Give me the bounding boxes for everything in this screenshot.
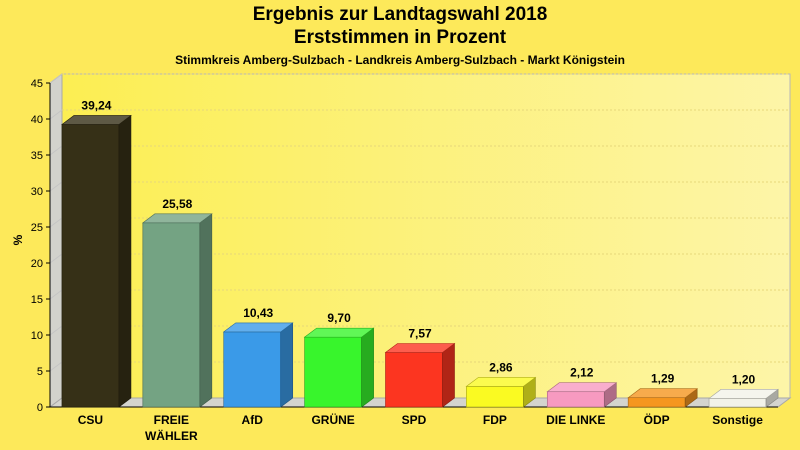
bar bbox=[304, 336, 362, 408]
gridline-side bbox=[49, 325, 63, 336]
bar-top bbox=[546, 382, 618, 393]
gridline-side bbox=[49, 361, 63, 372]
gridline-side bbox=[49, 289, 63, 300]
gridline-side bbox=[49, 253, 63, 264]
bar-top bbox=[61, 115, 132, 125]
gridline-side bbox=[49, 109, 63, 120]
x-tick-label: CSU bbox=[78, 413, 103, 427]
gridline-side bbox=[49, 73, 63, 84]
plot-side-wall bbox=[49, 73, 63, 408]
y-tick-label: 0 bbox=[37, 402, 43, 414]
x-tick-label: AfD bbox=[242, 413, 264, 427]
bar-top bbox=[384, 343, 456, 353]
data-label: 1,20 bbox=[732, 372, 756, 386]
x-tick-label: FREIE bbox=[154, 413, 189, 427]
y-tick-label: 10 bbox=[31, 330, 43, 342]
bar bbox=[61, 124, 120, 408]
chart-title-line2: Erststimmen in Prozent bbox=[293, 27, 507, 48]
bar bbox=[466, 386, 524, 408]
bar bbox=[142, 222, 201, 408]
bar bbox=[385, 352, 443, 408]
bar-top bbox=[222, 322, 294, 333]
x-tick-label-line2: WÄHLER bbox=[145, 428, 198, 443]
chart-subtitle: Stimmkreis Amberg-Sulzbach - Landkreis A… bbox=[175, 53, 625, 67]
x-tick-label: GRÜNE bbox=[311, 412, 354, 427]
y-tick-label: 45 bbox=[31, 78, 43, 90]
bar-side bbox=[118, 114, 132, 408]
bar-top bbox=[303, 327, 375, 338]
x-tick-label: Sonstige bbox=[712, 413, 763, 427]
bar bbox=[546, 391, 605, 408]
y-tick-label: 5 bbox=[37, 366, 43, 378]
x-tick-label: SPD bbox=[402, 413, 427, 427]
data-label: 2,12 bbox=[570, 366, 594, 380]
gridline-side bbox=[49, 145, 63, 156]
y-tick-label: 40 bbox=[31, 114, 43, 126]
y-tick-label: 15 bbox=[31, 294, 43, 306]
gridline-side bbox=[49, 217, 63, 228]
chart-title: Ergebnis zur Landtagswahl 2018 bbox=[252, 4, 548, 25]
bar-top bbox=[141, 213, 213, 224]
data-label: 25,58 bbox=[162, 197, 192, 211]
bar bbox=[708, 398, 767, 408]
bar bbox=[223, 331, 282, 408]
data-label: 39,24 bbox=[81, 98, 111, 112]
data-label: 9,70 bbox=[327, 311, 351, 325]
data-label: 7,57 bbox=[408, 326, 432, 340]
x-tick-label: FDP bbox=[483, 413, 507, 427]
bar bbox=[627, 397, 686, 408]
y-tick-label: 30 bbox=[31, 186, 43, 198]
y-tick-label: 20 bbox=[31, 258, 43, 270]
data-label: 1,29 bbox=[651, 372, 675, 386]
data-label: 10,43 bbox=[243, 306, 273, 320]
x-tick-label: DIE LINKE bbox=[546, 413, 605, 427]
x-tick-label: ÖDP bbox=[644, 412, 670, 427]
bar-side bbox=[442, 342, 455, 408]
bar-top bbox=[465, 377, 537, 387]
bar-side bbox=[361, 327, 374, 408]
data-label: 2,86 bbox=[489, 360, 513, 374]
gridline-side bbox=[49, 181, 63, 192]
bar-side bbox=[280, 322, 294, 408]
y-tick-label: 25 bbox=[31, 222, 43, 234]
y-tick-label: 35 bbox=[31, 150, 43, 162]
y-axis-title: % bbox=[11, 234, 25, 245]
bar-top bbox=[627, 388, 699, 399]
bar-side bbox=[199, 213, 213, 408]
bar-top bbox=[708, 389, 779, 399]
